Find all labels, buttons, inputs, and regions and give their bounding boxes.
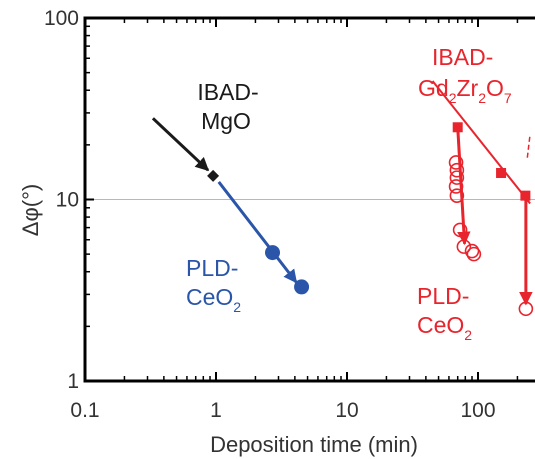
- series-arrow: [456, 127, 471, 246]
- data-point-open-circle: [464, 243, 480, 259]
- data-point-open-circle: [449, 188, 465, 203]
- x-tick-label: 1: [210, 399, 222, 422]
- x-tick-label: 0.1: [70, 399, 99, 422]
- ticks-layer: 0.1 1 10 100 1 10 100: [44, 7, 519, 422]
- annotation-gzo-line2: Gd2Zr2O7: [418, 75, 512, 106]
- annotation-blue-pld-ceo2: PLD- CeO2: [186, 255, 241, 315]
- annotation-red-pld-line2: CeO2: [417, 312, 472, 343]
- series-line: [431, 80, 531, 205]
- data-point-circle: [294, 279, 310, 295]
- annotation-ibad-mgo-line2: MgO: [201, 108, 251, 134]
- y-tick-label: 10: [56, 189, 79, 212]
- data-point-circle: [265, 245, 281, 261]
- data-point-open-circle: [448, 179, 464, 194]
- annotation-red-pld-ceo2: PLD- CeO2: [417, 283, 472, 343]
- y-axis-title: Δφ(°): [18, 184, 43, 236]
- data-point-open-circle: [518, 301, 534, 317]
- x-axis-title: Deposition time (min): [210, 432, 418, 457]
- annotation-red-pld-line1: PLD-: [417, 283, 469, 309]
- y-tick-label: 1: [67, 370, 79, 393]
- data-point-open-circle: [452, 222, 468, 238]
- data-point-open-circle: [449, 170, 465, 185]
- data-point-square: [496, 167, 507, 178]
- annotation-ibad-mgo: IBAD- MgO: [197, 79, 258, 134]
- annotation-ibad-gd2zr2o7: IBAD- Gd2Zr2O7: [418, 44, 512, 106]
- x-tick-label: 100: [460, 399, 495, 422]
- series-dashed-line: [526, 133, 531, 158]
- annotation-blue-pld-line1: PLD-: [186, 255, 238, 281]
- data-point-open-circle: [466, 246, 482, 262]
- y-tick-label: 100: [44, 7, 79, 30]
- annotation-blue-pld-line2: CeO2: [186, 284, 241, 315]
- data-point-diamond: [207, 169, 220, 182]
- series-arrow: [217, 180, 298, 284]
- data-point-open-circle: [448, 155, 464, 170]
- annotation-ibad-mgo-line1: IBAD-: [197, 79, 258, 105]
- x-tick-label: 10: [335, 399, 358, 422]
- data-point-open-circle: [449, 162, 465, 178]
- data-point-open-circle: [456, 239, 472, 254]
- marks-layer: [151, 80, 534, 317]
- annotation-gzo-line1: IBAD-: [432, 44, 493, 70]
- series-arrow: [151, 117, 210, 172]
